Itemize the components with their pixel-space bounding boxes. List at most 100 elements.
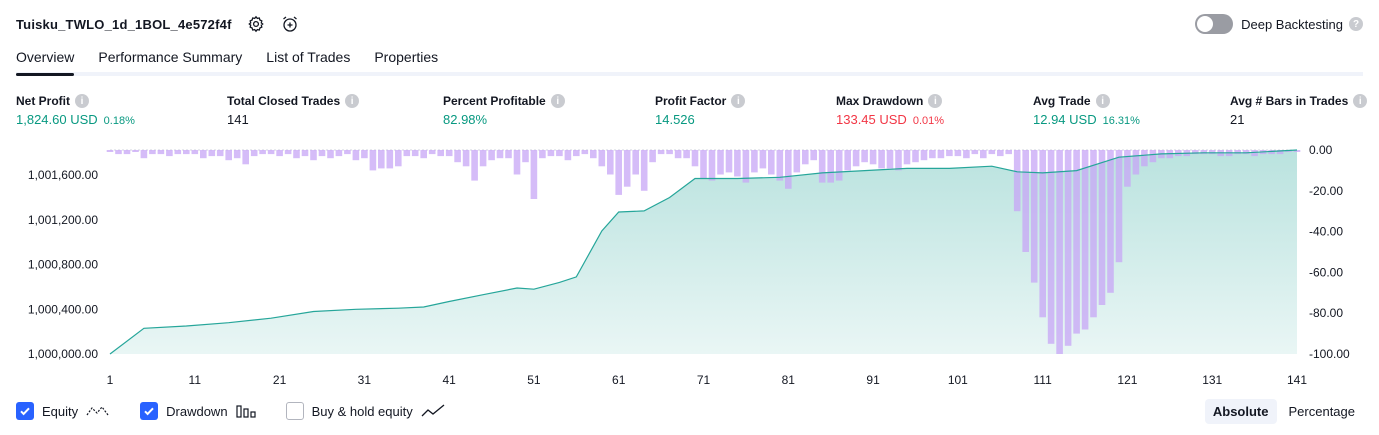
info-icon[interactable]: i [1353,94,1368,108]
y-left-tick-label: 1,000,000.00 [28,347,98,361]
equity-label: Equity [42,403,79,419]
drawdown-bar [954,150,962,157]
buy-hold-toggle[interactable]: Buy & hold equity [285,402,445,420]
drawdown-bar [1268,150,1275,155]
alarm-add-icon[interactable] [280,14,300,34]
info-icon[interactable]: i [345,94,360,108]
drawdown-bar [666,150,673,155]
metric-percent: 16.31% [1102,115,1140,127]
drawdown-bar [301,150,309,157]
drawdown-bar [793,150,801,173]
drawdown-bar [717,150,724,175]
drawdown-bar [1200,150,1208,155]
drawdown-bar [123,150,131,155]
drawdown-bar [344,150,351,155]
drawdown-bar [615,150,622,195]
info-icon[interactable]: i [550,94,565,108]
checkbox-unchecked-icon[interactable] [285,402,304,420]
equity-area [110,150,1297,354]
drawdown-bar [1234,150,1241,155]
drawdown-toggle[interactable]: Drawdown [140,402,256,420]
x-tick-label: 71 [697,373,711,387]
drawdown-bar [852,150,860,167]
drawdown-bar [827,150,834,183]
drawdown-bar [174,150,182,155]
drawdown-bar [818,150,826,183]
drawdown-bar [640,150,648,191]
metric-label: Avg Trade [1033,94,1091,108]
drawdown-bar [191,150,199,155]
drawdown-bar [428,150,436,155]
drawdown-bar [293,150,300,159]
drawdown-bar [980,150,987,159]
drawdown-bar [496,150,504,159]
drawdown-bar [522,150,529,163]
drawdown-bar [937,150,945,159]
drawdown-bar [1039,150,1046,318]
drawdown-bar [395,150,402,167]
drawdown-bar [734,150,741,177]
y-left-tick-label: 1,000,800.00 [28,258,98,272]
tab-overview[interactable]: Overview [16,46,75,76]
drawdown-bar [810,150,817,161]
tab-list-of-trades[interactable]: List of Trades [266,49,351,65]
metric-value: 82.98% [443,112,488,127]
drawdown-bar [106,150,114,152]
equity-toggle[interactable]: Equity [16,402,110,420]
drawdown-bar [861,150,868,163]
y-right-tick-label: 0.00 [1309,143,1333,157]
drawdown-bar [1090,150,1097,318]
deep-backtesting-toggle[interactable] [1195,14,1234,34]
drawdown-bars [106,150,1301,354]
metric-label: Max Drawdown [836,94,924,108]
drawdown-bar [1141,150,1148,167]
metric-percent-profitable: Percent Profitable i 82.98% [443,94,565,127]
drawdown-bar [946,150,953,157]
metric-label: Avg # Bars in Trades [1230,94,1349,108]
drawdown-bar [691,150,699,167]
drawdown-bar [1124,150,1131,187]
drawdown-bar [454,150,461,163]
metric-total-closed-trades: Total Closed Trades i 141 [227,94,360,127]
metrics-bar: Net Profit i 1,824.60 USD 0.18% Total Clos… [0,94,1379,134]
drawdown-bar [369,150,377,171]
drawdown-bar [250,150,258,157]
drawdown-bar [149,150,156,155]
checkbox-checked-icon[interactable] [16,402,34,420]
absolute-button[interactable]: Absolute [1204,398,1277,424]
info-icon[interactable]: i [75,94,89,108]
metric-label: Total Closed Trades [227,94,341,108]
drawdown-bar [776,150,784,181]
drawdown-bar [649,150,656,163]
drawdown-bar [276,150,283,157]
info-icon[interactable]: i [928,94,943,108]
drawdown-bar [208,150,216,157]
drawdown-bar [216,150,224,157]
drawdown-bar [166,150,173,157]
drawdown-bar [115,150,122,155]
info-icon[interactable]: i [1095,94,1110,108]
percentage-button[interactable]: Percentage [1288,403,1356,419]
checkbox-checked-icon[interactable] [140,402,159,420]
drawdown-bar [573,150,580,157]
drawdown-bar [1056,150,1063,354]
drawdown-bar [912,150,919,163]
info-icon[interactable]: i [731,94,746,108]
drawdown-bar [1208,150,1216,155]
chart-legend: Equity Drawdown Buy & hold equity [16,400,475,422]
help-icon[interactable]: ? [1349,17,1363,31]
drawdown-bars-icon [235,404,256,418]
tab-properties[interactable]: Properties [374,49,439,65]
tab-performance-summary[interactable]: Performance Summary [98,49,243,65]
drawdown-bar [462,150,470,167]
settings-icon[interactable] [246,14,266,34]
drawdown-bar [411,150,419,157]
equity-drawdown-chart[interactable]: 1,000,000.00 1,000,400.00 1,000,800.00 1,00… [0,140,1379,390]
buy-hold-label: Buy & hold equity [311,403,413,419]
x-tick-label: 91 [866,373,880,387]
drawdown-bar [140,150,148,159]
drawdown-bar [657,150,665,155]
drawdown-bar [607,150,614,175]
drawdown-bar [513,150,521,175]
drawdown-bar [1022,150,1029,252]
